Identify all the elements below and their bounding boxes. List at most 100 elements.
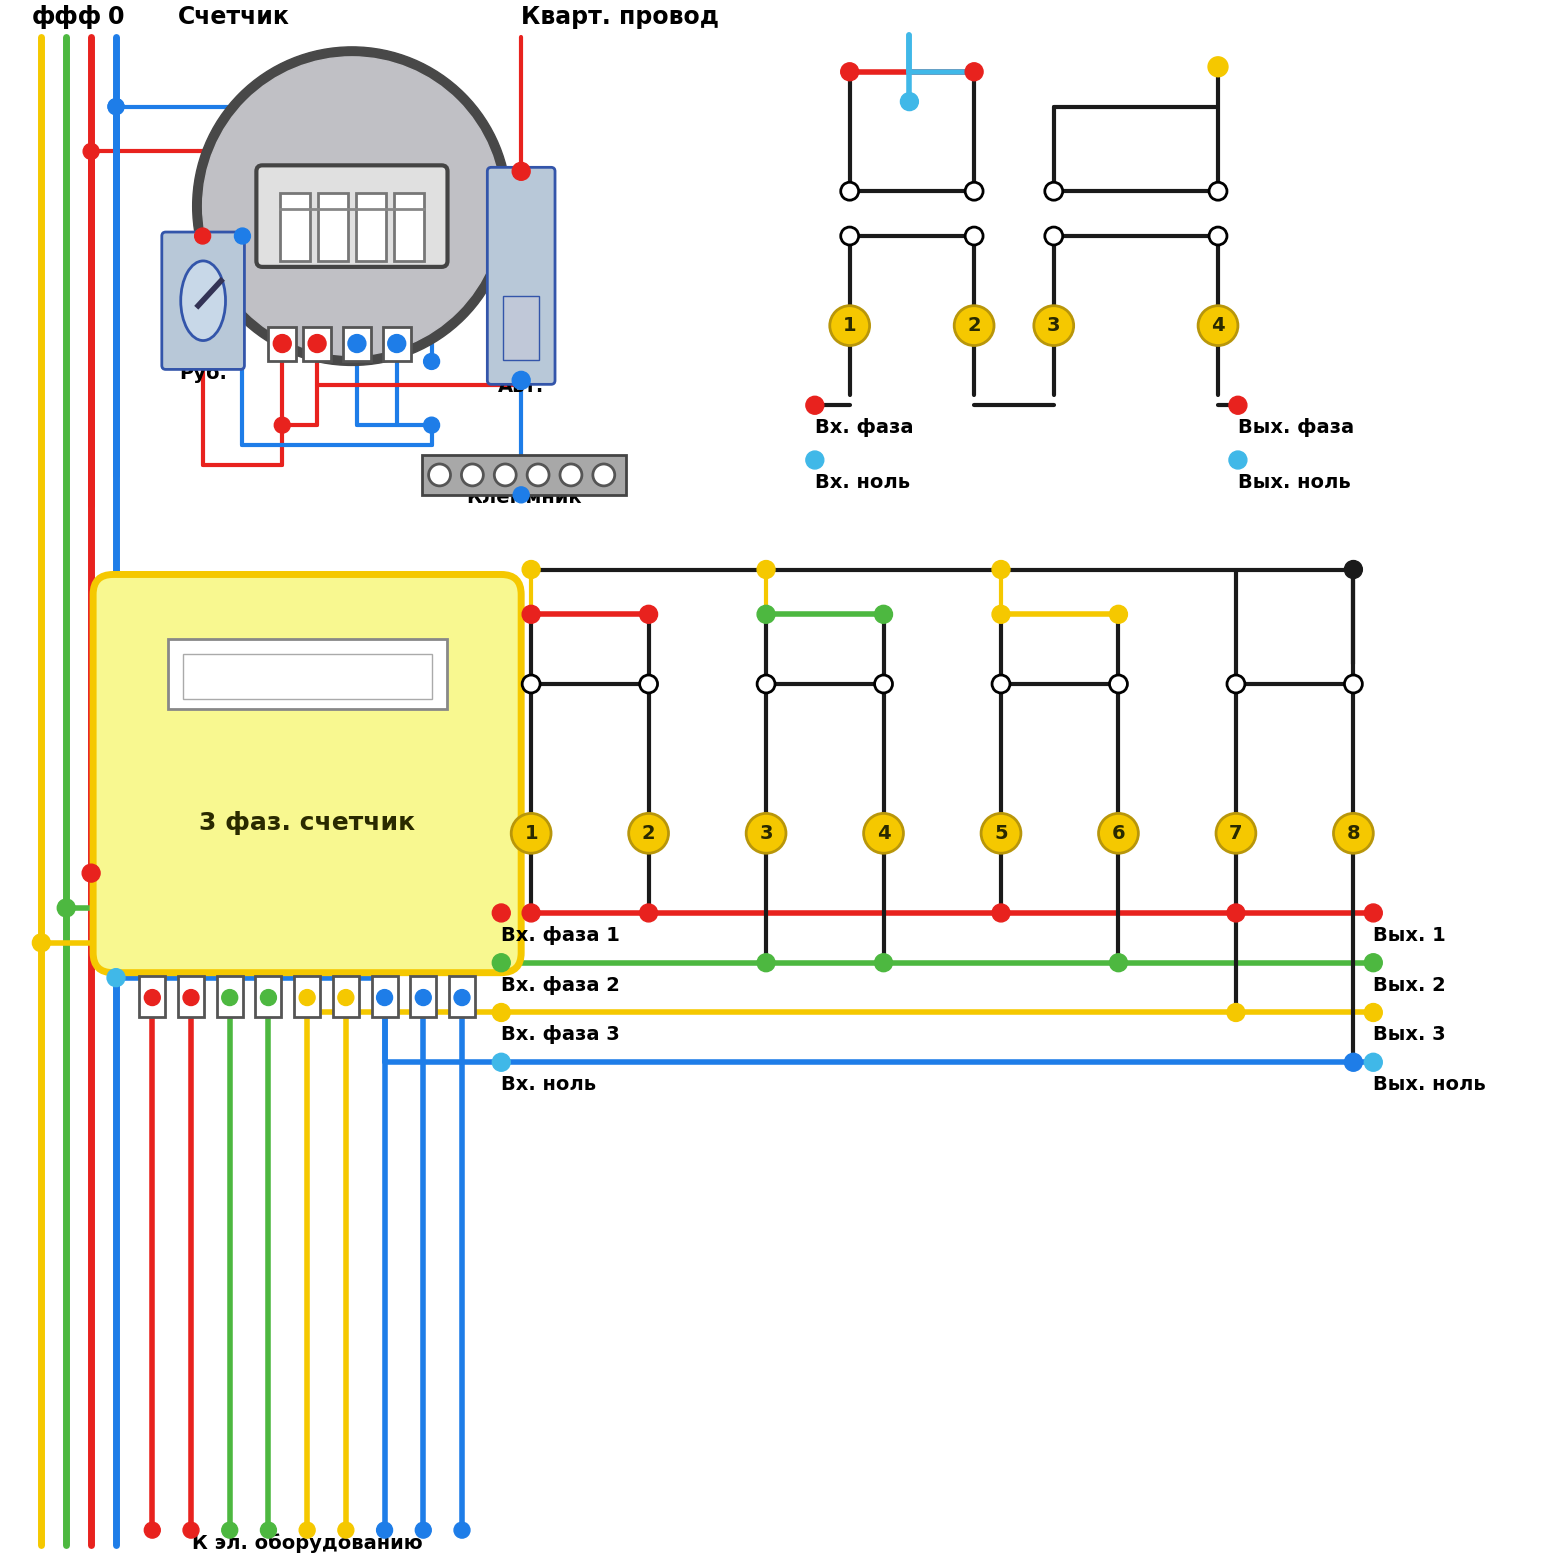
Text: 2: 2 [641, 824, 655, 843]
Circle shape [757, 674, 775, 693]
Bar [178, 976, 204, 1018]
Circle shape [195, 228, 211, 244]
Circle shape [424, 353, 440, 370]
Circle shape [1365, 1054, 1382, 1071]
Circle shape [1207, 56, 1228, 76]
Circle shape [560, 464, 582, 485]
Bar [410, 976, 437, 1018]
Circle shape [108, 98, 123, 114]
Circle shape [841, 226, 858, 245]
Bar [183, 654, 432, 699]
Circle shape [493, 904, 510, 923]
Text: 2: 2 [967, 317, 981, 336]
Circle shape [108, 98, 123, 114]
Circle shape [493, 1054, 510, 1071]
Circle shape [513, 487, 529, 503]
Circle shape [1209, 226, 1228, 245]
Circle shape [1345, 1054, 1362, 1071]
Bar [343, 326, 371, 362]
Text: 1: 1 [842, 317, 856, 336]
Circle shape [523, 560, 540, 579]
Bar [268, 326, 296, 362]
Circle shape [512, 162, 530, 180]
Circle shape [875, 954, 892, 971]
Circle shape [300, 990, 315, 1005]
Circle shape [309, 334, 326, 353]
Circle shape [512, 372, 530, 389]
Circle shape [261, 990, 276, 1005]
Text: 4: 4 [1211, 317, 1225, 336]
Circle shape [495, 464, 516, 485]
Circle shape [640, 606, 658, 623]
Circle shape [640, 674, 658, 693]
Circle shape [462, 464, 484, 485]
Circle shape [1228, 674, 1245, 693]
Circle shape [222, 1522, 237, 1538]
Text: Кварт. провод: Кварт. провод [521, 5, 719, 30]
Bar [303, 326, 331, 362]
Circle shape [183, 1522, 200, 1538]
Bar [217, 976, 243, 1018]
FancyBboxPatch shape [256, 165, 448, 267]
Circle shape [629, 813, 669, 854]
Circle shape [376, 990, 393, 1005]
Circle shape [1229, 396, 1246, 414]
Circle shape [415, 990, 431, 1005]
Circle shape [1198, 306, 1239, 345]
Circle shape [1229, 451, 1246, 468]
Circle shape [523, 904, 540, 923]
Circle shape [875, 674, 892, 693]
FancyBboxPatch shape [162, 233, 245, 370]
Circle shape [512, 813, 551, 854]
Text: 0: 0 [108, 5, 125, 30]
Circle shape [593, 464, 615, 485]
Circle shape [339, 1522, 354, 1538]
Circle shape [275, 417, 290, 432]
Bar [356, 194, 385, 261]
Circle shape [1345, 674, 1362, 693]
Circle shape [424, 417, 440, 432]
Circle shape [83, 865, 100, 882]
Bar [449, 976, 474, 1018]
Circle shape [1109, 954, 1128, 971]
Circle shape [1365, 1004, 1382, 1021]
Circle shape [640, 904, 658, 923]
Circle shape [261, 1522, 276, 1538]
Circle shape [108, 969, 125, 987]
Text: Вх. фаза 3: Вх. фаза 3 [501, 1026, 619, 1044]
Text: Вых. 2: Вых. 2 [1373, 976, 1446, 994]
Text: Вх. ноль: Вх. ноль [501, 1076, 596, 1094]
Circle shape [841, 62, 858, 81]
Circle shape [966, 62, 983, 81]
Text: 3: 3 [760, 824, 772, 843]
Circle shape [454, 1522, 470, 1538]
Bar [295, 976, 320, 1018]
Text: Вх. ноль: Вх. ноль [814, 473, 909, 492]
Text: 6: 6 [1112, 824, 1125, 843]
Text: Вых. 1: Вых. 1 [1373, 926, 1446, 944]
Bar [371, 976, 398, 1018]
Circle shape [523, 606, 540, 623]
Ellipse shape [181, 261, 226, 340]
Bar [168, 638, 446, 709]
Circle shape [1098, 813, 1139, 854]
Text: 7: 7 [1229, 824, 1243, 843]
Text: Счетчик: Счетчик [178, 5, 290, 30]
Bar [332, 976, 359, 1018]
Bar [504, 295, 540, 361]
Bar [421, 454, 626, 495]
Circle shape [1365, 954, 1382, 971]
Circle shape [966, 183, 983, 200]
Circle shape [1034, 306, 1073, 345]
Circle shape [33, 933, 50, 952]
Circle shape [966, 226, 983, 245]
Circle shape [807, 451, 824, 468]
Circle shape [429, 464, 451, 485]
Circle shape [1045, 226, 1062, 245]
Bar [281, 194, 310, 261]
Circle shape [992, 606, 1009, 623]
Circle shape [222, 990, 237, 1005]
FancyBboxPatch shape [487, 167, 555, 384]
Circle shape [1045, 183, 1062, 200]
Circle shape [992, 904, 1009, 923]
